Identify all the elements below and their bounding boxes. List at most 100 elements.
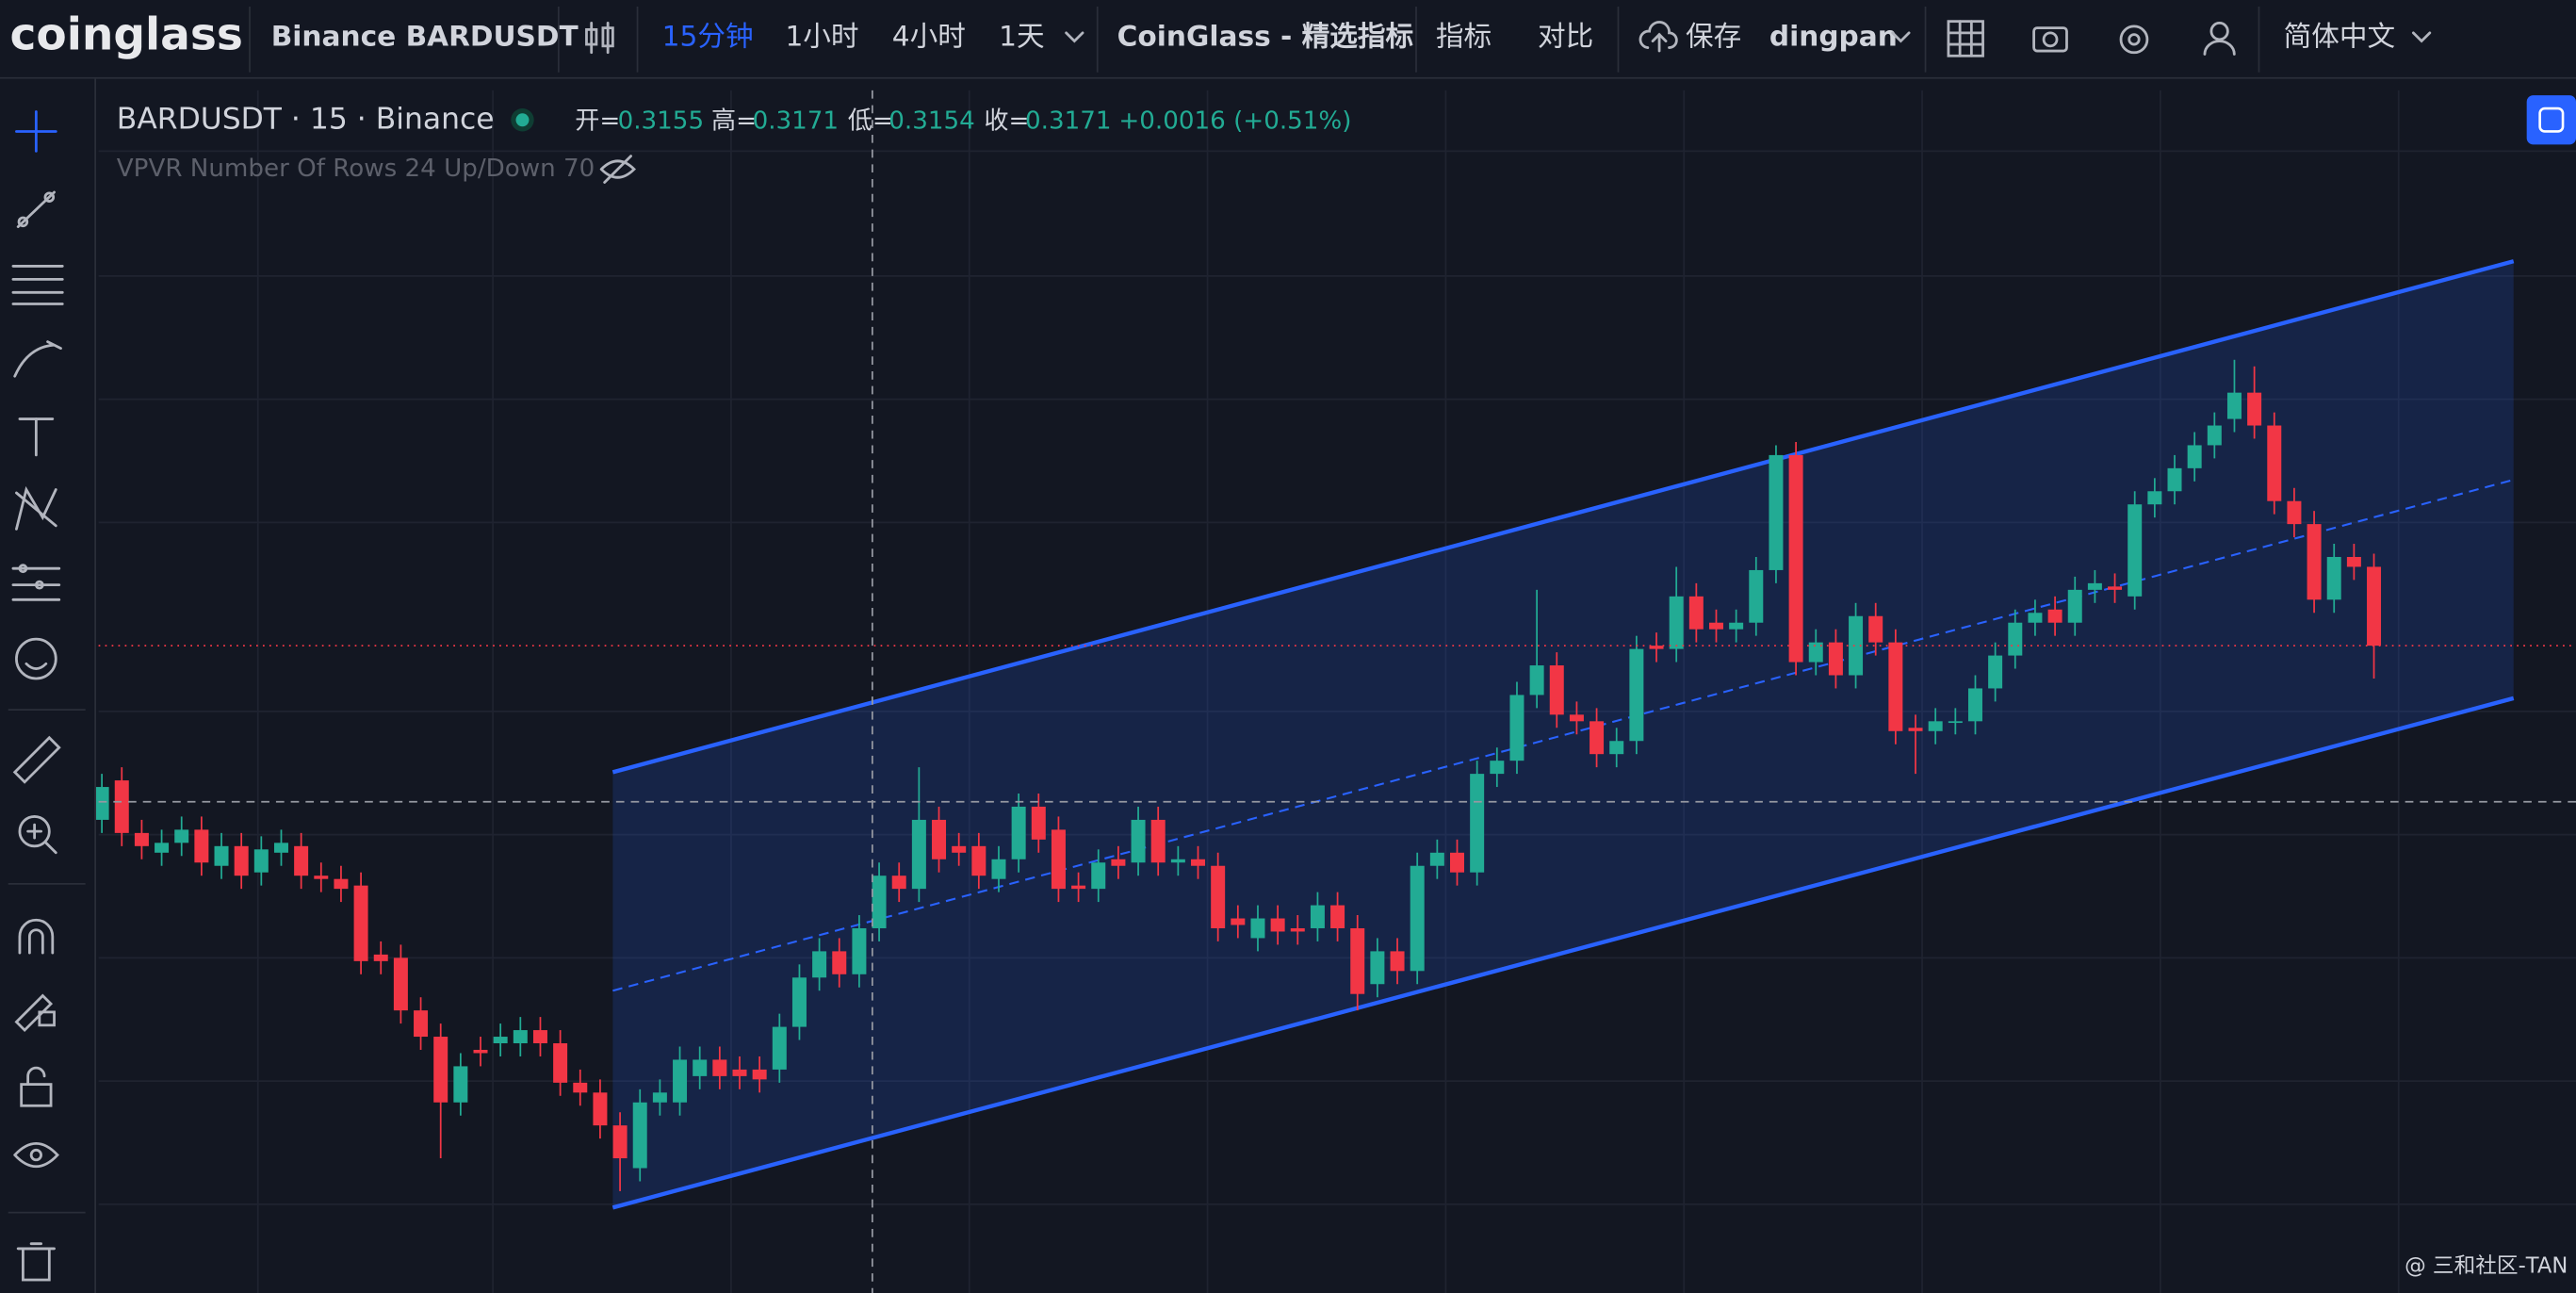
trendline-tool[interactable] bbox=[16, 190, 56, 228]
candle-body bbox=[812, 951, 827, 978]
candle-body bbox=[1948, 721, 1963, 724]
candle-body bbox=[1688, 596, 1704, 630]
close-label: 收= bbox=[984, 107, 1029, 136]
candle-body bbox=[1868, 615, 1883, 643]
candle-body bbox=[791, 977, 807, 1027]
interval-button[interactable]: 15分钟 bbox=[662, 20, 754, 53]
candle-body bbox=[2008, 622, 2023, 656]
candle-body bbox=[1191, 859, 1206, 866]
fullscreen-icon bbox=[2538, 106, 2565, 133]
language-button[interactable]: 简体中文 bbox=[2284, 20, 2396, 53]
candle-body bbox=[2247, 392, 2262, 426]
candle-body bbox=[433, 1037, 448, 1103]
fib-tool[interactable] bbox=[11, 265, 64, 305]
interval-dropdown[interactable] bbox=[1065, 31, 1084, 43]
candle-body bbox=[772, 1026, 787, 1070]
candle-body bbox=[2287, 500, 2302, 525]
settings-icon[interactable] bbox=[2119, 25, 2149, 55]
logo[interactable]: coinglass bbox=[9, 9, 243, 61]
candle-body bbox=[234, 845, 249, 876]
candle-body bbox=[94, 787, 109, 820]
candle-body bbox=[253, 849, 269, 873]
interval-button[interactable]: 1天 bbox=[999, 20, 1044, 53]
candle-body bbox=[353, 885, 368, 961]
candle-body bbox=[1529, 665, 1544, 696]
low-label: 低= bbox=[848, 107, 893, 136]
candle-body bbox=[1150, 819, 1166, 863]
candle-body bbox=[1928, 721, 1943, 731]
candle-body bbox=[1849, 615, 1864, 676]
candle-body bbox=[493, 1037, 508, 1044]
pattern-tool[interactable] bbox=[15, 485, 57, 531]
candle-body bbox=[1669, 596, 1684, 649]
legend-title: BARDUSDT · 15 · Binance bbox=[117, 102, 495, 136]
icons-tool[interactable] bbox=[15, 637, 57, 680]
candle-body bbox=[1888, 642, 1903, 731]
candle-body bbox=[1808, 642, 1823, 663]
compare-button[interactable]: 对比 bbox=[1538, 20, 1593, 53]
candle-body bbox=[2346, 556, 2361, 567]
channel-upper[interactable] bbox=[611, 259, 2515, 775]
candle-body bbox=[1071, 885, 1086, 890]
candle-body bbox=[1170, 859, 1185, 863]
camera-icon[interactable] bbox=[2032, 26, 2068, 53]
candle-body bbox=[1091, 862, 1106, 890]
candle-body bbox=[2226, 392, 2242, 419]
magnet-tool[interactable] bbox=[18, 918, 55, 955]
grid-layout-icon[interactable] bbox=[1947, 20, 1984, 57]
symbol-button[interactable]: Binance BARDUSDT bbox=[271, 20, 579, 53]
candle-body bbox=[1967, 688, 1982, 722]
candle-body bbox=[1649, 646, 1664, 649]
candle-body bbox=[2367, 566, 2382, 646]
candle-body bbox=[911, 819, 926, 890]
save-button[interactable]: 保存 bbox=[1686, 20, 1741, 53]
high-label: 高= bbox=[711, 107, 757, 136]
lock-tool[interactable] bbox=[20, 1066, 53, 1107]
text-tool[interactable] bbox=[18, 417, 55, 457]
prediction-tool[interactable] bbox=[11, 564, 61, 601]
candle-body bbox=[1828, 642, 1843, 676]
candle-body bbox=[712, 1059, 727, 1076]
candle-body bbox=[1290, 927, 1305, 932]
candle-body bbox=[194, 829, 209, 863]
candle-body bbox=[174, 829, 189, 843]
chart-type-icon[interactable] bbox=[585, 22, 614, 55]
candle-body bbox=[1569, 714, 1584, 722]
layout-button[interactable]: dingpan bbox=[1769, 20, 1898, 53]
candle-body bbox=[1708, 622, 1723, 630]
candle-body bbox=[2087, 582, 2102, 590]
high-value: 0.3171 bbox=[753, 107, 839, 136]
candle-body bbox=[1111, 859, 1126, 866]
fullscreen-button[interactable] bbox=[2526, 95, 2576, 145]
candle-body bbox=[294, 845, 309, 876]
interval-button[interactable]: 4小时 bbox=[892, 20, 966, 53]
language-dropdown[interactable] bbox=[2411, 31, 2432, 43]
indicators-button[interactable]: 指标 bbox=[1436, 20, 1492, 53]
account-icon[interactable] bbox=[2203, 22, 2236, 56]
delete-tool[interactable] bbox=[16, 1242, 56, 1282]
candle-body bbox=[2067, 589, 2082, 623]
candle-body bbox=[2147, 491, 2162, 505]
candle-body bbox=[1470, 774, 1485, 873]
interval-button[interactable]: 1小时 bbox=[785, 20, 858, 53]
layout-dropdown[interactable] bbox=[1891, 31, 1911, 43]
lock-drawings-tool[interactable] bbox=[14, 993, 56, 1033]
candle-body bbox=[1270, 918, 1285, 932]
candle-body bbox=[1350, 927, 1365, 994]
zoom-tool[interactable] bbox=[18, 815, 57, 855]
visibility-tool[interactable] bbox=[13, 1141, 59, 1169]
channel-lower[interactable] bbox=[611, 696, 2515, 1210]
candle-body bbox=[1509, 695, 1524, 761]
candle-body bbox=[1769, 454, 1784, 570]
ruler-tool[interactable] bbox=[12, 735, 61, 784]
save-icon[interactable] bbox=[1639, 21, 1678, 53]
candle-body bbox=[553, 1043, 568, 1083]
candle-body bbox=[1788, 454, 1803, 663]
candle-body bbox=[593, 1092, 608, 1126]
candle-body bbox=[134, 832, 149, 846]
crosshair-tool[interactable] bbox=[15, 110, 57, 153]
candle-body bbox=[1549, 665, 1564, 715]
indicator-set-button[interactable]: CoinGlass - 精选指标 bbox=[1117, 20, 1414, 53]
hide-indicator-icon[interactable] bbox=[599, 155, 637, 184]
brush-tool[interactable] bbox=[13, 340, 62, 378]
